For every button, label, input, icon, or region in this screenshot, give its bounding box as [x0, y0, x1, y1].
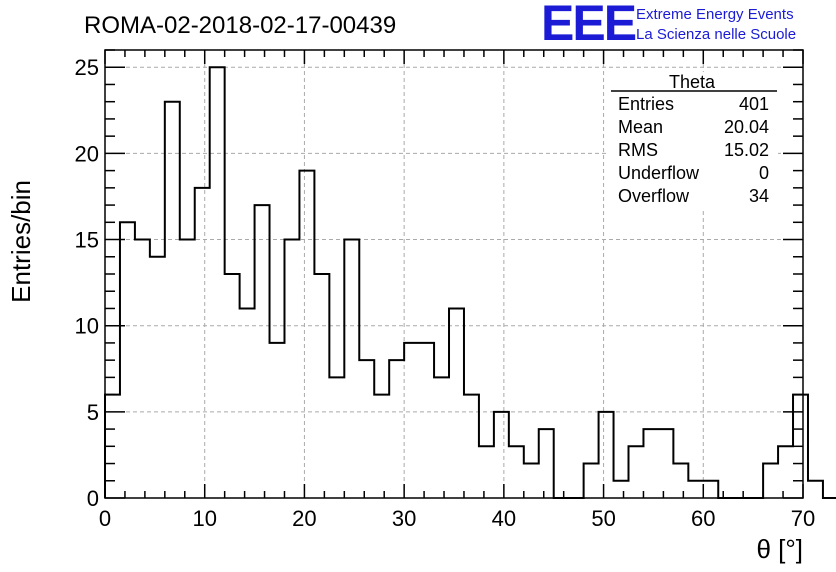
stats-row-label: Mean: [618, 117, 663, 137]
stats-row-label: RMS: [618, 140, 658, 160]
x-tick-label: 60: [691, 506, 715, 531]
y-tick-label: 25: [75, 55, 99, 80]
y-tick-label: 0: [87, 486, 99, 511]
stats-row-value: 401: [739, 94, 769, 114]
x-tick-label: 20: [292, 506, 316, 531]
stats-row-label: Overflow: [618, 186, 690, 206]
y-axis-title: Entries/bin: [6, 180, 36, 303]
x-tick-label: 30: [392, 506, 416, 531]
logo-mark: EEE: [541, 0, 636, 51]
x-tick-label: 10: [192, 506, 216, 531]
axis-ticks: [104, 49, 804, 499]
chart-title: ROMA-02-2018-02-17-00439: [84, 12, 396, 39]
stats-row-value: 15.02: [724, 140, 769, 160]
stats-box-title: Theta: [669, 72, 716, 92]
y-tick-label: 20: [75, 141, 99, 166]
x-tick-label: 0: [99, 506, 111, 531]
stats-row-label: Entries: [618, 94, 674, 114]
x-tick-label: 70: [791, 506, 815, 531]
stats-box-background: [606, 72, 778, 210]
stats-row-value: 0: [759, 163, 769, 183]
histogram-line: [104, 66, 836, 499]
y-tick-label: 15: [75, 228, 99, 253]
stats-row-value: 34: [749, 186, 769, 206]
stats-row-label: Underflow: [618, 163, 700, 183]
x-axis-title: θ [°]: [756, 534, 803, 564]
stats-row-value: 20.04: [724, 117, 769, 137]
logo-line-1: Extreme Energy Events: [636, 6, 794, 23]
logo: EEE Extreme Energy Events La Scienza nel…: [541, 0, 796, 51]
y-tick-label: 10: [75, 314, 99, 339]
histogram: [104, 66, 836, 499]
x-tick-label: 40: [492, 506, 516, 531]
tick-labels: 0 10 20 30 40 50 60 70 0 5 10 15 20 25: [75, 55, 816, 531]
x-tick-label: 50: [591, 506, 615, 531]
y-tick-label: 5: [87, 400, 99, 425]
logo-line-2: La Scienza nelle Scuole: [636, 26, 796, 43]
stats-box: Theta Entries 401 Mean 20.04 RMS 15.02 Underfl…: [606, 72, 778, 210]
